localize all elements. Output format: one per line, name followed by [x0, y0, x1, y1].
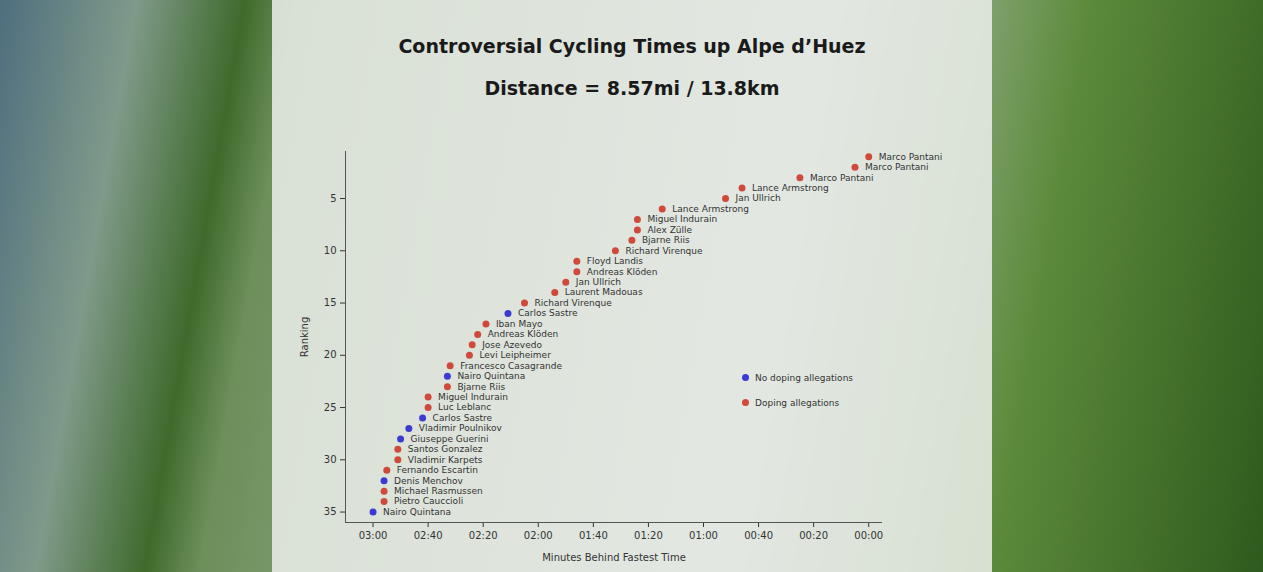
svg-text:Fernando Escartin: Fernando Escartin	[397, 465, 478, 475]
svg-text:Miguel Indurain: Miguel Indurain	[647, 214, 717, 224]
svg-text:Richard Virenque: Richard Virenque	[625, 246, 703, 256]
svg-text:03:00: 03:00	[359, 530, 388, 541]
svg-text:Carlos Sastre: Carlos Sastre	[518, 308, 578, 318]
svg-text:Vladimir Karpets: Vladimir Karpets	[408, 455, 483, 465]
svg-text:Jan Ullrich: Jan Ullrich	[735, 193, 781, 203]
svg-text:Laurent Madouas: Laurent Madouas	[565, 287, 643, 297]
svg-text:15: 15	[324, 297, 337, 308]
svg-text:02:00: 02:00	[524, 530, 553, 541]
html-text:No doping allegations: No doping allegations	[755, 372, 853, 383]
svg-text:35: 35	[324, 506, 337, 517]
svg-text:Ranking: Ranking	[299, 317, 310, 357]
svg-text:20: 20	[324, 349, 337, 360]
svg-text:Jose Azevedo: Jose Azevedo	[481, 340, 542, 350]
svg-text:02:40: 02:40	[414, 530, 443, 541]
svg-text:Francesco Casagrande: Francesco Casagrande	[460, 361, 562, 371]
svg-text:Vladimir Poulnikov: Vladimir Poulnikov	[419, 423, 503, 433]
svg-text:Lance Armstrong: Lance Armstrong	[752, 183, 829, 193]
svg-text:Pietro Cauccioli: Pietro Cauccioli	[394, 496, 463, 506]
svg-text:01:20: 01:20	[634, 530, 663, 541]
svg-text:Minutes Behind Fastest Time: Minutes Behind Fastest Time	[542, 552, 686, 563]
svg-text:30: 30	[324, 454, 337, 465]
svg-text:25: 25	[324, 402, 337, 413]
svg-text:Iban Mayo: Iban Mayo	[496, 319, 543, 329]
svg-text:Bjarne Riis: Bjarne Riis	[642, 235, 690, 245]
svg-text:Santos Gonzalez: Santos Gonzalez	[408, 444, 483, 454]
svg-text:Alex Zülle: Alex Zülle	[647, 225, 692, 235]
svg-text:Floyd Landis: Floyd Landis	[587, 256, 644, 266]
svg-text:5: 5	[330, 193, 336, 204]
svg-text:Marco Pantani: Marco Pantani	[810, 173, 874, 183]
svg-text:01:00: 01:00	[689, 530, 718, 541]
svg-text:Nairo Quintana: Nairo Quintana	[383, 507, 451, 517]
svg-text:Levi Leipheimer: Levi Leipheimer	[479, 350, 551, 360]
svg-text:Richard Virenque: Richard Virenque	[535, 298, 613, 308]
svg-text:Jan Ullrich: Jan Ullrich	[575, 277, 621, 287]
svg-text:00:00: 00:00	[854, 530, 883, 541]
svg-text:Miguel Indurain: Miguel Indurain	[438, 392, 508, 402]
svg-text:01:40: 01:40	[579, 530, 608, 541]
html-text:Distance = 8.57mi / 13.8km: Distance = 8.57mi / 13.8km	[484, 77, 780, 99]
svg-text:Marco Pantani: Marco Pantani	[865, 162, 929, 172]
html-text:Doping allegations: Doping allegations	[755, 397, 840, 408]
svg-text:Luc Leblanc: Luc Leblanc	[438, 402, 491, 412]
svg-text:10: 10	[324, 245, 337, 256]
svg-text:Denis Menchov: Denis Menchov	[394, 476, 463, 486]
svg-text:00:40: 00:40	[744, 530, 773, 541]
svg-text:Marco Pantani: Marco Pantani	[879, 152, 943, 162]
svg-text:Giuseppe Guerini: Giuseppe Guerini	[411, 434, 489, 444]
svg-text:Bjarne Riis: Bjarne Riis	[457, 382, 505, 392]
html-text:Controversial Cycling Times up: Controversial Cycling Times up Alpe d’Hu…	[398, 35, 866, 57]
svg-text:Carlos Sastre: Carlos Sastre	[433, 413, 493, 423]
svg-text:Michael Rasmussen: Michael Rasmussen	[394, 486, 483, 496]
svg-text:Andreas Klöden: Andreas Klöden	[488, 329, 559, 339]
svg-text:Nairo Quintana: Nairo Quintana	[457, 371, 525, 381]
svg-text:02:20: 02:20	[469, 530, 498, 541]
svg-text:Andreas Klöden: Andreas Klöden	[587, 267, 658, 277]
svg-text:Lance Armstrong: Lance Armstrong	[672, 204, 749, 214]
svg-text:00:20: 00:20	[799, 530, 828, 541]
